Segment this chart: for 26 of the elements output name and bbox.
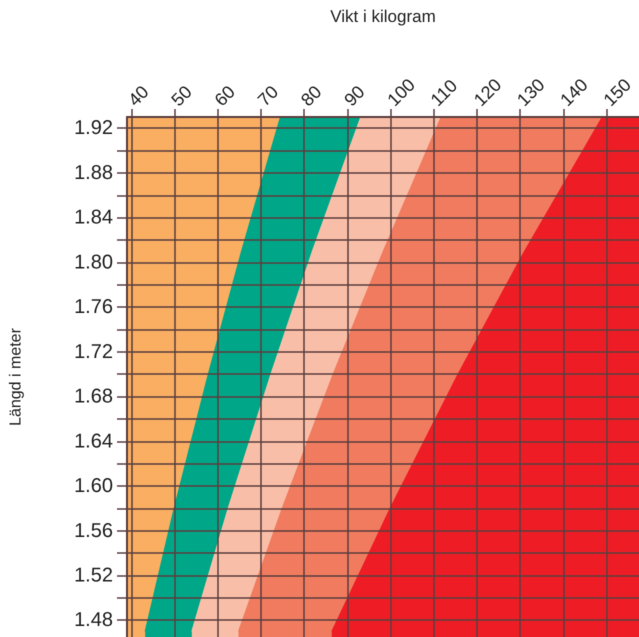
y-tick-label: 1.72 [74,340,113,363]
x-tick-label: 80 [297,82,326,110]
x-tick-label: 100 [383,74,419,110]
x-tick-label: 150 [600,74,635,110]
y-tick-label: 1.52 [74,564,113,586]
x-tick-label: 60 [210,82,239,110]
y-tick-label: 1.56 [74,520,113,542]
y-tick-label: 1.48 [74,609,113,632]
y-tick-label: 1.84 [74,206,113,229]
y-tick-label: 1.80 [74,251,113,274]
y-tick-label: 1.76 [74,296,113,318]
y-tick-label: 1.60 [74,475,113,498]
y-tick-label: 1.64 [74,430,113,452]
y-tick-label: 1.88 [74,162,113,184]
y-tick-label: 1.68 [74,386,113,408]
x-tick-label: 90 [340,82,369,110]
x-tick-label: 50 [167,82,196,110]
y-tick-label: 1.92 [74,117,113,140]
x-tick-label: 70 [254,82,282,110]
x-tick-label: 110 [426,76,462,110]
x-axis-title: Vikt i kilogram [330,7,436,26]
x-tick-label: 130 [513,74,548,110]
x-tick-label: 40 [124,82,153,110]
x-tick-label: 140 [556,74,592,110]
x-tick-label: 120 [470,74,506,110]
y-axis-title: Längd i meter [8,327,24,426]
